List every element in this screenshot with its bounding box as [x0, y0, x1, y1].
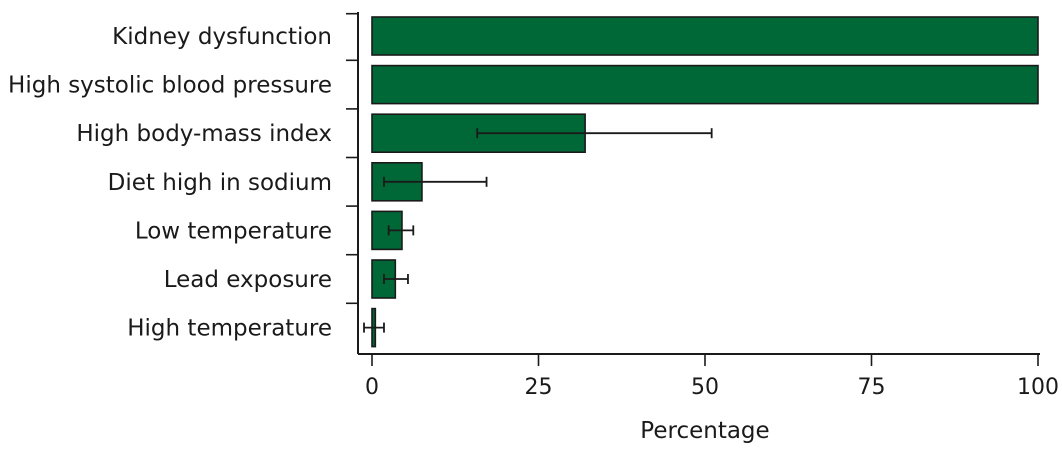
- category-label: High temperature: [127, 316, 332, 342]
- x-tick-label: 0: [365, 375, 379, 400]
- category-label: Diet high in sodium: [108, 170, 332, 196]
- x-tick-label: 50: [691, 375, 719, 400]
- category-label: Lead exposure: [164, 267, 332, 293]
- x-axis-title: Percentage: [640, 418, 769, 444]
- bar: [371, 16, 1039, 56]
- category-label: High systolic blood pressure: [8, 73, 332, 99]
- category-label: High body-mass index: [76, 121, 332, 147]
- error-bars: [363, 128, 713, 333]
- bar: [371, 64, 1039, 105]
- x-tick-label: 25: [525, 375, 553, 400]
- category-label: Kidney dysfunction: [112, 24, 332, 50]
- x-tick-label: 100: [1017, 375, 1059, 400]
- category-labels: Kidney dysfunction High systolic blood pr…: [8, 24, 332, 342]
- bars: [371, 16, 1039, 348]
- y-axis-ticks: [346, 12, 358, 305]
- category-label: Low temperature: [135, 218, 332, 244]
- x-tick-label: 75: [858, 375, 886, 400]
- x-axis-ticks: 0 25 50 75 100: [365, 354, 1059, 400]
